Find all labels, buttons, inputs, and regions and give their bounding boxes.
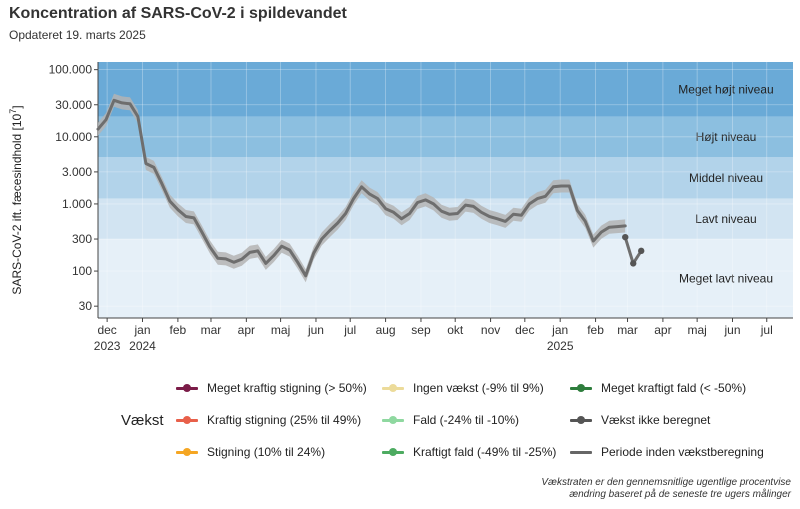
- x-tick-label: mar: [617, 323, 638, 337]
- x-tick-year-label: 2024: [129, 339, 156, 353]
- series-point: [630, 260, 637, 267]
- level-band-label: Højt niveau: [696, 130, 757, 144]
- legend-label: Meget kraftigt fald (< -50%): [601, 381, 747, 395]
- chart-caption: Vækstraten er den gennemsnitlige ugentli…: [541, 477, 791, 501]
- x-tick-label: feb: [170, 323, 187, 337]
- legend-swatch: [382, 382, 404, 394]
- x-tick-label: apr: [238, 323, 255, 337]
- x-tick-label: jan: [551, 323, 568, 337]
- level-band: [98, 157, 793, 199]
- legend-swatch: [176, 382, 198, 394]
- legend-swatch-dot: [389, 384, 397, 392]
- y-tick-label: 100.000: [49, 63, 93, 77]
- y-axis-title-main: SARS-CoV-2 ift. fæcesindhold [10: [10, 113, 24, 294]
- legend-swatch-dot: [389, 448, 397, 456]
- legend-swatch-dot: [577, 384, 585, 392]
- y-tick-label: 30.000: [55, 98, 92, 112]
- y-axis-title-end: ]: [10, 105, 24, 108]
- level-band-label: Meget lavt niveau: [679, 272, 773, 286]
- level-band-label: Meget højt niveau: [678, 82, 773, 96]
- x-tick-label: mar: [201, 323, 222, 337]
- y-tick-label: 1.000: [62, 197, 92, 211]
- x-tick-label: aug: [376, 323, 396, 337]
- x-tick-label: jul: [343, 323, 356, 337]
- series-line: [96, 98, 627, 278]
- legend-swatch-dot: [183, 384, 191, 392]
- y-axis-title: SARS-CoV-2 ift. fæcesindhold [107]: [8, 105, 24, 294]
- legend-swatch: [382, 414, 404, 426]
- x-tick-label: jul: [760, 323, 773, 337]
- legend-label: Fald (-24% til -10%): [413, 413, 520, 427]
- level-band: [98, 62, 793, 117]
- chart-subtitle: Opdateret 19. marts 2025: [9, 28, 146, 42]
- x-tick-year-label: 2025: [547, 339, 574, 353]
- legend-swatch-line: [570, 451, 592, 454]
- y-tick-label: 10.000: [55, 130, 92, 144]
- legend-label: Vækst ikke beregnet: [601, 413, 711, 427]
- level-band-label: Middel niveau: [689, 171, 763, 185]
- x-tick-label: apr: [654, 323, 671, 337]
- x-tick-label: maj: [271, 323, 290, 337]
- y-tick-label: 30: [79, 299, 93, 313]
- legend-item: Meget kraftig stigning (> 50%): [176, 381, 367, 395]
- legend-item: Periode inden vækstberegning: [570, 445, 764, 459]
- legend-item: Vækst ikke beregnet: [570, 413, 710, 427]
- x-tick-label: jun: [307, 323, 324, 337]
- x-tick-label: feb: [587, 323, 604, 337]
- legend-label: Stigning (10% til 24%): [207, 445, 326, 459]
- x-tick-year-label: 2023: [94, 339, 121, 353]
- y-tick-label: 300: [72, 232, 92, 246]
- x-tick-label: dec: [515, 323, 534, 337]
- legend-item: Kraftig stigning (25% til 49%): [176, 413, 361, 427]
- legend-label: Ingen vækst (-9% til 9%): [413, 381, 544, 395]
- x-tick-label: maj: [687, 323, 706, 337]
- legend-swatch: [176, 446, 198, 458]
- y-tick-label: 3.000: [62, 165, 92, 179]
- legend-swatch-dot: [577, 416, 585, 424]
- x-tick-label: dec: [97, 323, 116, 337]
- legend-label: Meget kraftig stigning (> 50%): [207, 381, 367, 395]
- legend-swatch: [382, 446, 404, 458]
- x-tick-label: okt: [447, 323, 464, 337]
- x-tick-label: jun: [724, 323, 741, 337]
- legend-swatch: [570, 446, 592, 458]
- chart-title: Koncentration af SARS-CoV-2 i spildevand…: [9, 5, 347, 22]
- x-tick-label: nov: [481, 323, 500, 337]
- legend-item: Kraftigt fald (-49% til -25%): [382, 445, 556, 459]
- legend-item: Fald (-24% til -10%): [382, 413, 519, 427]
- legend-item: Ingen vækst (-9% til 9%): [382, 381, 544, 395]
- legend-swatch: [570, 382, 592, 394]
- level-band: [98, 116, 793, 158]
- caption-line-1: Vækstraten er den gennemsnitlige ugentli…: [541, 477, 791, 488]
- legend-swatch-dot: [183, 448, 191, 456]
- caption-line-2: ændring baseret på de seneste tre ugers …: [569, 489, 791, 500]
- legend-item: Stigning (10% til 24%): [176, 445, 325, 459]
- x-tick-label: sep: [411, 323, 431, 337]
- legend-label: Periode inden vækstberegning: [601, 445, 764, 459]
- legend-label: Kraftig stigning (25% til 49%): [207, 413, 362, 427]
- series-point: [638, 247, 645, 255]
- legend-title: Vækst: [121, 412, 164, 429]
- y-tick-label: 100: [72, 264, 92, 278]
- legend-label: Kraftigt fald (-49% til -25%): [413, 445, 557, 459]
- series-point: [622, 233, 629, 241]
- y-axis-title-exponent: 7: [8, 109, 18, 114]
- legend-swatch: [570, 414, 592, 426]
- legend-item: Meget kraftigt fald (< -50%): [570, 381, 746, 395]
- legend-swatch: [176, 414, 198, 426]
- legend-swatch-dot: [183, 416, 191, 424]
- legend-swatch-dot: [389, 416, 397, 424]
- level-band-label: Lavt niveau: [695, 212, 756, 226]
- x-tick-label: jan: [133, 323, 150, 337]
